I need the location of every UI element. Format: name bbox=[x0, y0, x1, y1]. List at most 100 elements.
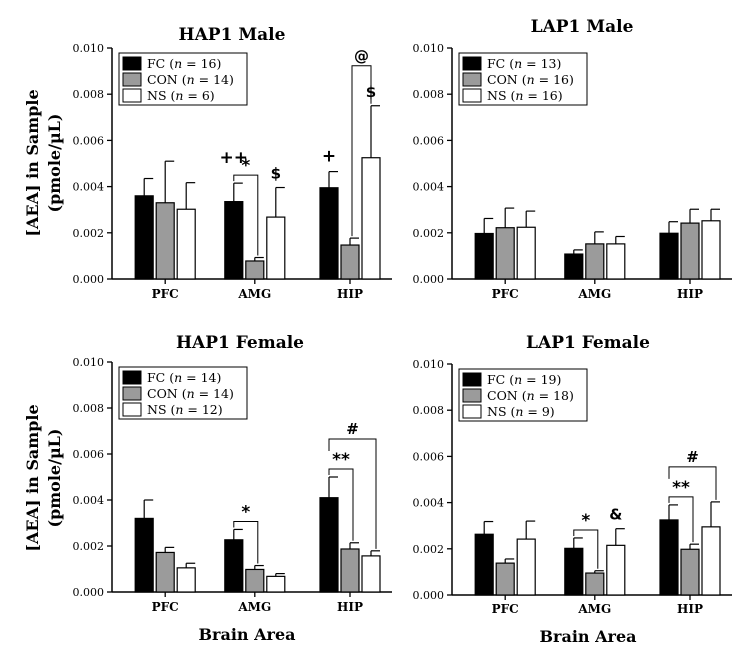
bar bbox=[134, 195, 154, 280]
bar bbox=[495, 562, 515, 596]
y-axis-label-bottom-line2: (pmole/µL) bbox=[45, 429, 64, 528]
chart-title: LAP1 Female bbox=[526, 333, 650, 353]
bar bbox=[474, 232, 494, 280]
bar bbox=[340, 244, 360, 280]
legend-label: CON (n = 14) bbox=[147, 386, 234, 401]
category-label: HIP bbox=[337, 600, 363, 614]
y-tick-label: 0.010 bbox=[73, 356, 105, 369]
y-tick-label: 0.002 bbox=[413, 227, 445, 240]
bar bbox=[224, 201, 244, 280]
significance-marker: @ bbox=[354, 47, 369, 65]
category-label: HIP bbox=[677, 602, 703, 616]
significance-marker: * bbox=[581, 511, 590, 531]
category-label: AMG bbox=[577, 602, 611, 616]
y-tick-label: 0.008 bbox=[413, 404, 445, 417]
y-tick-label: 0.006 bbox=[73, 448, 105, 461]
bar bbox=[585, 243, 605, 280]
category-label: PFC bbox=[152, 287, 179, 301]
category-label: PFC bbox=[492, 287, 519, 301]
y-tick-label: 0.006 bbox=[73, 134, 105, 147]
legend-label: NS (n = 16) bbox=[487, 88, 563, 103]
bar bbox=[516, 538, 536, 596]
y-tick-label: 0.004 bbox=[73, 181, 105, 194]
significance-marker: + bbox=[322, 147, 336, 167]
legend-label: CON (n = 16) bbox=[487, 72, 574, 87]
y-tick-label: 0.008 bbox=[413, 88, 445, 101]
significance-bracket bbox=[328, 438, 377, 549]
category-label: AMG bbox=[237, 600, 271, 614]
category-label: HIP bbox=[337, 287, 363, 301]
legend-label: FC (n = 14) bbox=[147, 370, 221, 385]
chart-panel: LAP1 Female 0.000 0.002 0.004 0.006 0.008 0.01… bbox=[413, 333, 732, 616]
category-label: AMG bbox=[577, 287, 611, 301]
legend-swatch bbox=[462, 56, 482, 71]
bar bbox=[495, 227, 515, 280]
y-tick-label: 0.002 bbox=[73, 540, 105, 553]
y-tick-label: 0.004 bbox=[413, 181, 445, 194]
y-tick-label: 0.006 bbox=[413, 134, 445, 147]
bar bbox=[319, 187, 339, 280]
legend-swatch bbox=[462, 88, 482, 103]
bar bbox=[361, 555, 381, 593]
significance-marker: $ bbox=[366, 83, 376, 101]
x-axis-label-left: Brain Area bbox=[199, 625, 296, 644]
legend-label: NS (n = 12) bbox=[147, 402, 223, 417]
bar bbox=[245, 260, 265, 280]
significance-marker: & bbox=[609, 506, 622, 524]
y-axis-label-bottom-line1: [AEA] in Sample bbox=[23, 404, 42, 551]
y-tick-label: 0.000 bbox=[73, 273, 105, 286]
y-tick-label: 0.004 bbox=[413, 497, 445, 510]
bar bbox=[680, 548, 700, 596]
significance-bracket bbox=[233, 520, 259, 564]
bar bbox=[134, 517, 154, 593]
significance-marker: ++ bbox=[220, 148, 249, 168]
significance-bracket bbox=[573, 529, 599, 569]
category-label: PFC bbox=[492, 602, 519, 616]
chart-title: HAP1 Male bbox=[179, 25, 286, 45]
category-label: PFC bbox=[152, 600, 179, 614]
panels: HAP1 Male 0.000 0.002 0.004 0.006 0.008 0.010 P… bbox=[73, 17, 732, 616]
legend-label: FC (n = 13) bbox=[487, 56, 561, 71]
bar bbox=[155, 551, 175, 593]
y-tick-label: 0.002 bbox=[413, 543, 445, 556]
bar bbox=[606, 243, 626, 280]
legend-label: NS (n = 9) bbox=[487, 404, 555, 419]
bar bbox=[474, 533, 494, 596]
category-label: AMG bbox=[237, 287, 271, 301]
bar bbox=[155, 202, 175, 280]
legend-swatch bbox=[462, 372, 482, 387]
bar bbox=[245, 568, 265, 593]
bar bbox=[224, 539, 244, 593]
significance-bracket bbox=[668, 466, 717, 500]
legend-swatch bbox=[122, 370, 142, 385]
chart-panel: HAP1 Female 0.000 0.002 0.004 0.006 0.008 0.01… bbox=[73, 333, 392, 614]
bar bbox=[176, 567, 196, 593]
legend-label: CON (n = 14) bbox=[147, 72, 234, 87]
chart-title: HAP1 Female bbox=[176, 333, 304, 353]
y-tick-label: 0.000 bbox=[413, 589, 445, 602]
chart-panel: LAP1 Male 0.000 0.002 0.004 0.006 0.008 0.010 P… bbox=[413, 17, 732, 301]
significance-marker: * bbox=[241, 502, 250, 522]
y-tick-label: 0.008 bbox=[73, 402, 105, 415]
y-tick-label: 0.010 bbox=[413, 358, 445, 371]
bar bbox=[361, 157, 381, 280]
legend-label: NS (n = 6) bbox=[147, 88, 215, 103]
y-tick-label: 0.006 bbox=[413, 450, 445, 463]
y-tick-label: 0.008 bbox=[73, 88, 105, 101]
significance-marker: # bbox=[686, 448, 699, 466]
y-tick-label: 0.010 bbox=[73, 42, 105, 55]
significance-marker: * bbox=[241, 156, 250, 176]
significance-marker: ** bbox=[672, 478, 690, 498]
legend-swatch bbox=[462, 72, 482, 87]
legend-swatch bbox=[462, 388, 482, 403]
y-tick-label: 0.010 bbox=[413, 42, 445, 55]
significance-marker: $ bbox=[271, 165, 281, 183]
legend-label: CON (n = 18) bbox=[487, 388, 574, 403]
bar bbox=[564, 547, 584, 596]
y-axis-label-top-line1: [AEA] in Sample bbox=[23, 89, 42, 236]
bar bbox=[701, 526, 721, 596]
y-tick-label: 0.000 bbox=[73, 586, 105, 599]
bar bbox=[340, 548, 360, 593]
chart-panel: HAP1 Male 0.000 0.002 0.004 0.006 0.008 0.010 P… bbox=[73, 25, 392, 301]
